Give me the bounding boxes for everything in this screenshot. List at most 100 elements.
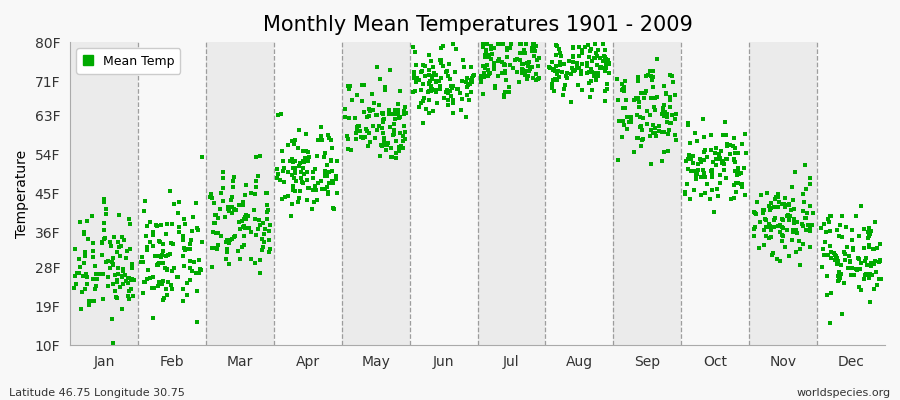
Point: [826, 249, 841, 256]
Point: [297, 159, 311, 166]
Point: [553, 62, 567, 69]
Point: [140, 244, 154, 250]
Point: [93, 270, 107, 277]
Point: [847, 271, 861, 278]
Point: [796, 198, 811, 205]
Point: [498, 68, 512, 74]
Point: [103, 265, 117, 272]
Point: [620, 126, 634, 132]
Bar: [749, 42, 817, 345]
Point: [143, 239, 157, 245]
Point: [700, 180, 715, 187]
Point: [248, 184, 263, 190]
Point: [365, 106, 380, 113]
Point: [480, 41, 494, 48]
Point: [191, 227, 205, 233]
Point: [661, 148, 675, 154]
Point: [94, 252, 109, 258]
Point: [156, 260, 170, 266]
Point: [868, 258, 882, 265]
Point: [136, 290, 150, 296]
Point: [222, 208, 237, 214]
Point: [140, 276, 154, 282]
Point: [82, 302, 96, 308]
Point: [824, 254, 838, 261]
Point: [449, 46, 464, 52]
Point: [803, 203, 817, 209]
Point: [328, 176, 343, 182]
Point: [692, 156, 706, 162]
Point: [126, 292, 140, 299]
Point: [693, 158, 707, 165]
Point: [388, 116, 402, 122]
Point: [114, 274, 129, 280]
Point: [734, 180, 749, 187]
Point: [515, 70, 529, 76]
Bar: [342, 42, 410, 345]
Point: [796, 190, 810, 197]
Point: [317, 154, 331, 160]
Point: [648, 133, 662, 139]
Point: [663, 120, 678, 127]
Point: [706, 158, 721, 165]
Point: [374, 125, 389, 131]
Point: [482, 67, 496, 73]
Point: [416, 62, 430, 68]
Point: [233, 226, 248, 233]
Point: [731, 180, 745, 186]
Point: [660, 118, 674, 125]
Point: [665, 112, 680, 118]
Point: [636, 136, 651, 142]
Point: [598, 98, 612, 104]
Point: [553, 50, 567, 56]
Point: [147, 285, 161, 291]
Point: [408, 49, 422, 56]
Point: [660, 114, 674, 120]
Point: [81, 236, 95, 243]
Point: [180, 292, 194, 298]
Point: [805, 222, 819, 228]
Point: [478, 65, 492, 71]
Point: [691, 160, 706, 167]
Point: [433, 83, 447, 89]
Point: [645, 129, 660, 136]
Point: [645, 74, 660, 80]
Point: [598, 62, 613, 68]
Point: [399, 110, 413, 116]
Point: [88, 286, 103, 292]
Point: [789, 219, 804, 225]
Point: [526, 53, 541, 59]
Point: [277, 165, 292, 171]
Point: [413, 100, 428, 106]
Point: [194, 267, 208, 273]
Point: [394, 142, 409, 149]
Point: [392, 87, 407, 94]
Point: [631, 135, 645, 141]
Point: [271, 112, 285, 118]
Point: [99, 258, 113, 265]
Point: [754, 192, 769, 198]
Point: [527, 42, 542, 49]
Point: [427, 70, 441, 76]
Point: [125, 261, 140, 268]
Point: [613, 118, 627, 124]
Point: [422, 78, 436, 84]
Point: [119, 278, 133, 284]
Point: [715, 148, 729, 154]
Point: [285, 187, 300, 194]
Point: [379, 142, 393, 148]
Point: [484, 43, 499, 50]
Point: [729, 188, 743, 195]
Point: [78, 248, 93, 255]
Point: [796, 222, 811, 229]
Point: [707, 209, 722, 216]
Point: [183, 246, 197, 252]
Point: [630, 111, 644, 118]
Point: [410, 75, 425, 82]
Point: [503, 41, 517, 48]
Point: [785, 184, 799, 190]
Point: [845, 246, 859, 253]
Point: [216, 198, 230, 204]
Point: [411, 77, 426, 83]
Point: [793, 262, 807, 268]
